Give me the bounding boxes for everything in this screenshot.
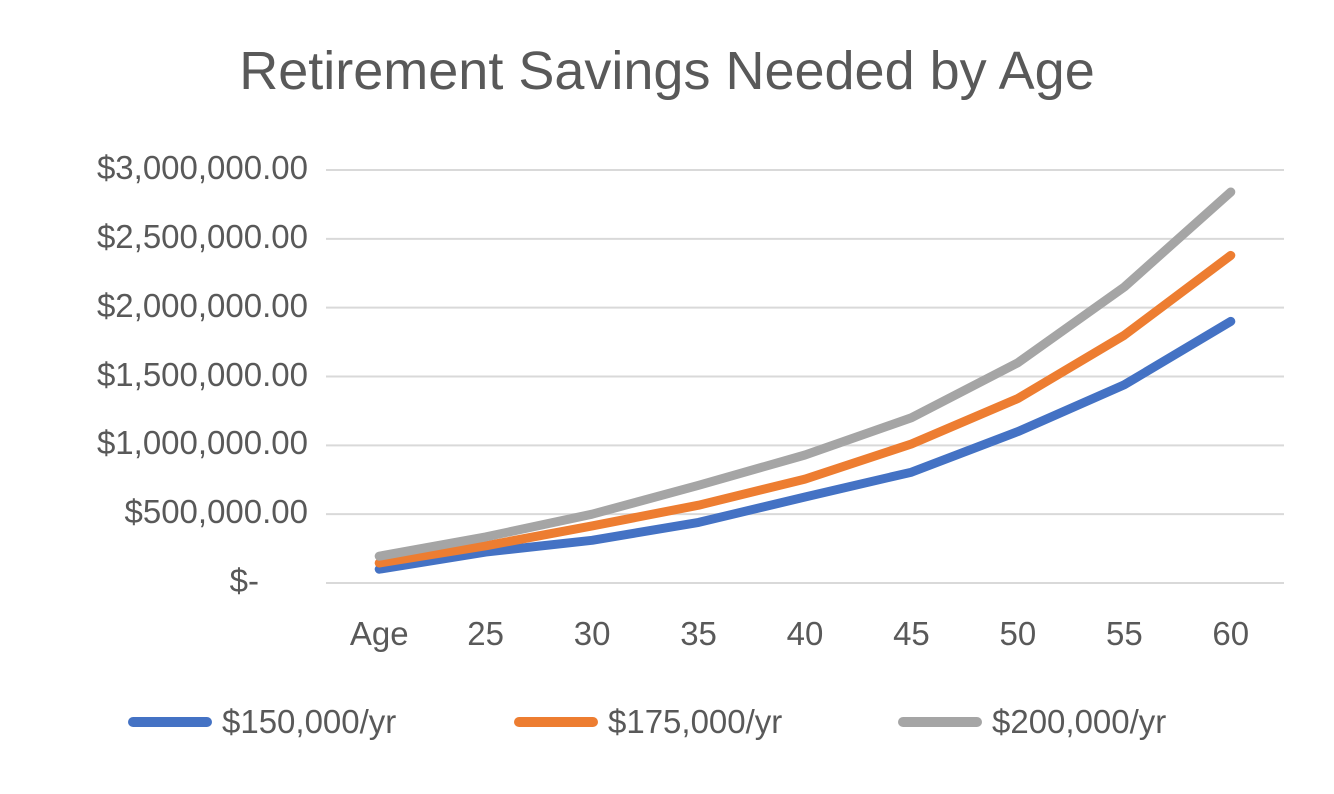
legend-label: $150,000/yr (222, 703, 397, 740)
x-tick-label: 45 (893, 615, 930, 652)
x-tick-label: 60 (1212, 615, 1250, 652)
series-lines (374, 187, 1236, 574)
x-tick-label: 50 (999, 615, 1037, 652)
y-tick-label: $500,000.00 (124, 493, 308, 531)
y-tick-label: $2,500,000.00 (96, 217, 308, 255)
legend-item-200k[interactable]: $200,000/yr (898, 703, 1166, 741)
x-tick-label: 30 (573, 615, 611, 652)
legend-swatch-gray (898, 717, 982, 727)
series-line[interactable] (374, 316, 1236, 574)
y-tick-label: $- (229, 562, 259, 599)
x-tick-label: 25 (467, 615, 505, 652)
x-tick-label: 40 (786, 615, 824, 652)
y-tick-label: $1,000,000.00 (96, 424, 308, 462)
legend-swatch-blue (128, 717, 212, 727)
gridlines (326, 169, 1284, 584)
legend-item-175k[interactable]: $175,000/yr (514, 703, 782, 741)
y-tick-label: $1,500,000.00 (96, 355, 308, 393)
y-tick-label: $2,000,000.00 (96, 286, 308, 324)
legend-label: $200,000/yr (992, 703, 1167, 740)
legend-swatch-orange (514, 717, 598, 727)
legend-label: $175,000/yr (608, 703, 783, 740)
series-line[interactable] (374, 187, 1236, 561)
legend: $150,000/yr $175,000/yr $200,000/yr (0, 703, 1334, 753)
series-line[interactable] (374, 250, 1236, 568)
x-tick-label: Age (349, 615, 409, 652)
legend-item-150k[interactable]: $150,000/yr (128, 703, 396, 741)
y-tick-label: $3,000,000.00 (96, 149, 308, 186)
x-tick-label: 35 (680, 615, 717, 652)
x-tick-label: 55 (1105, 615, 1143, 652)
chart-title: Retirement Savings Needed by Age (239, 41, 1095, 101)
